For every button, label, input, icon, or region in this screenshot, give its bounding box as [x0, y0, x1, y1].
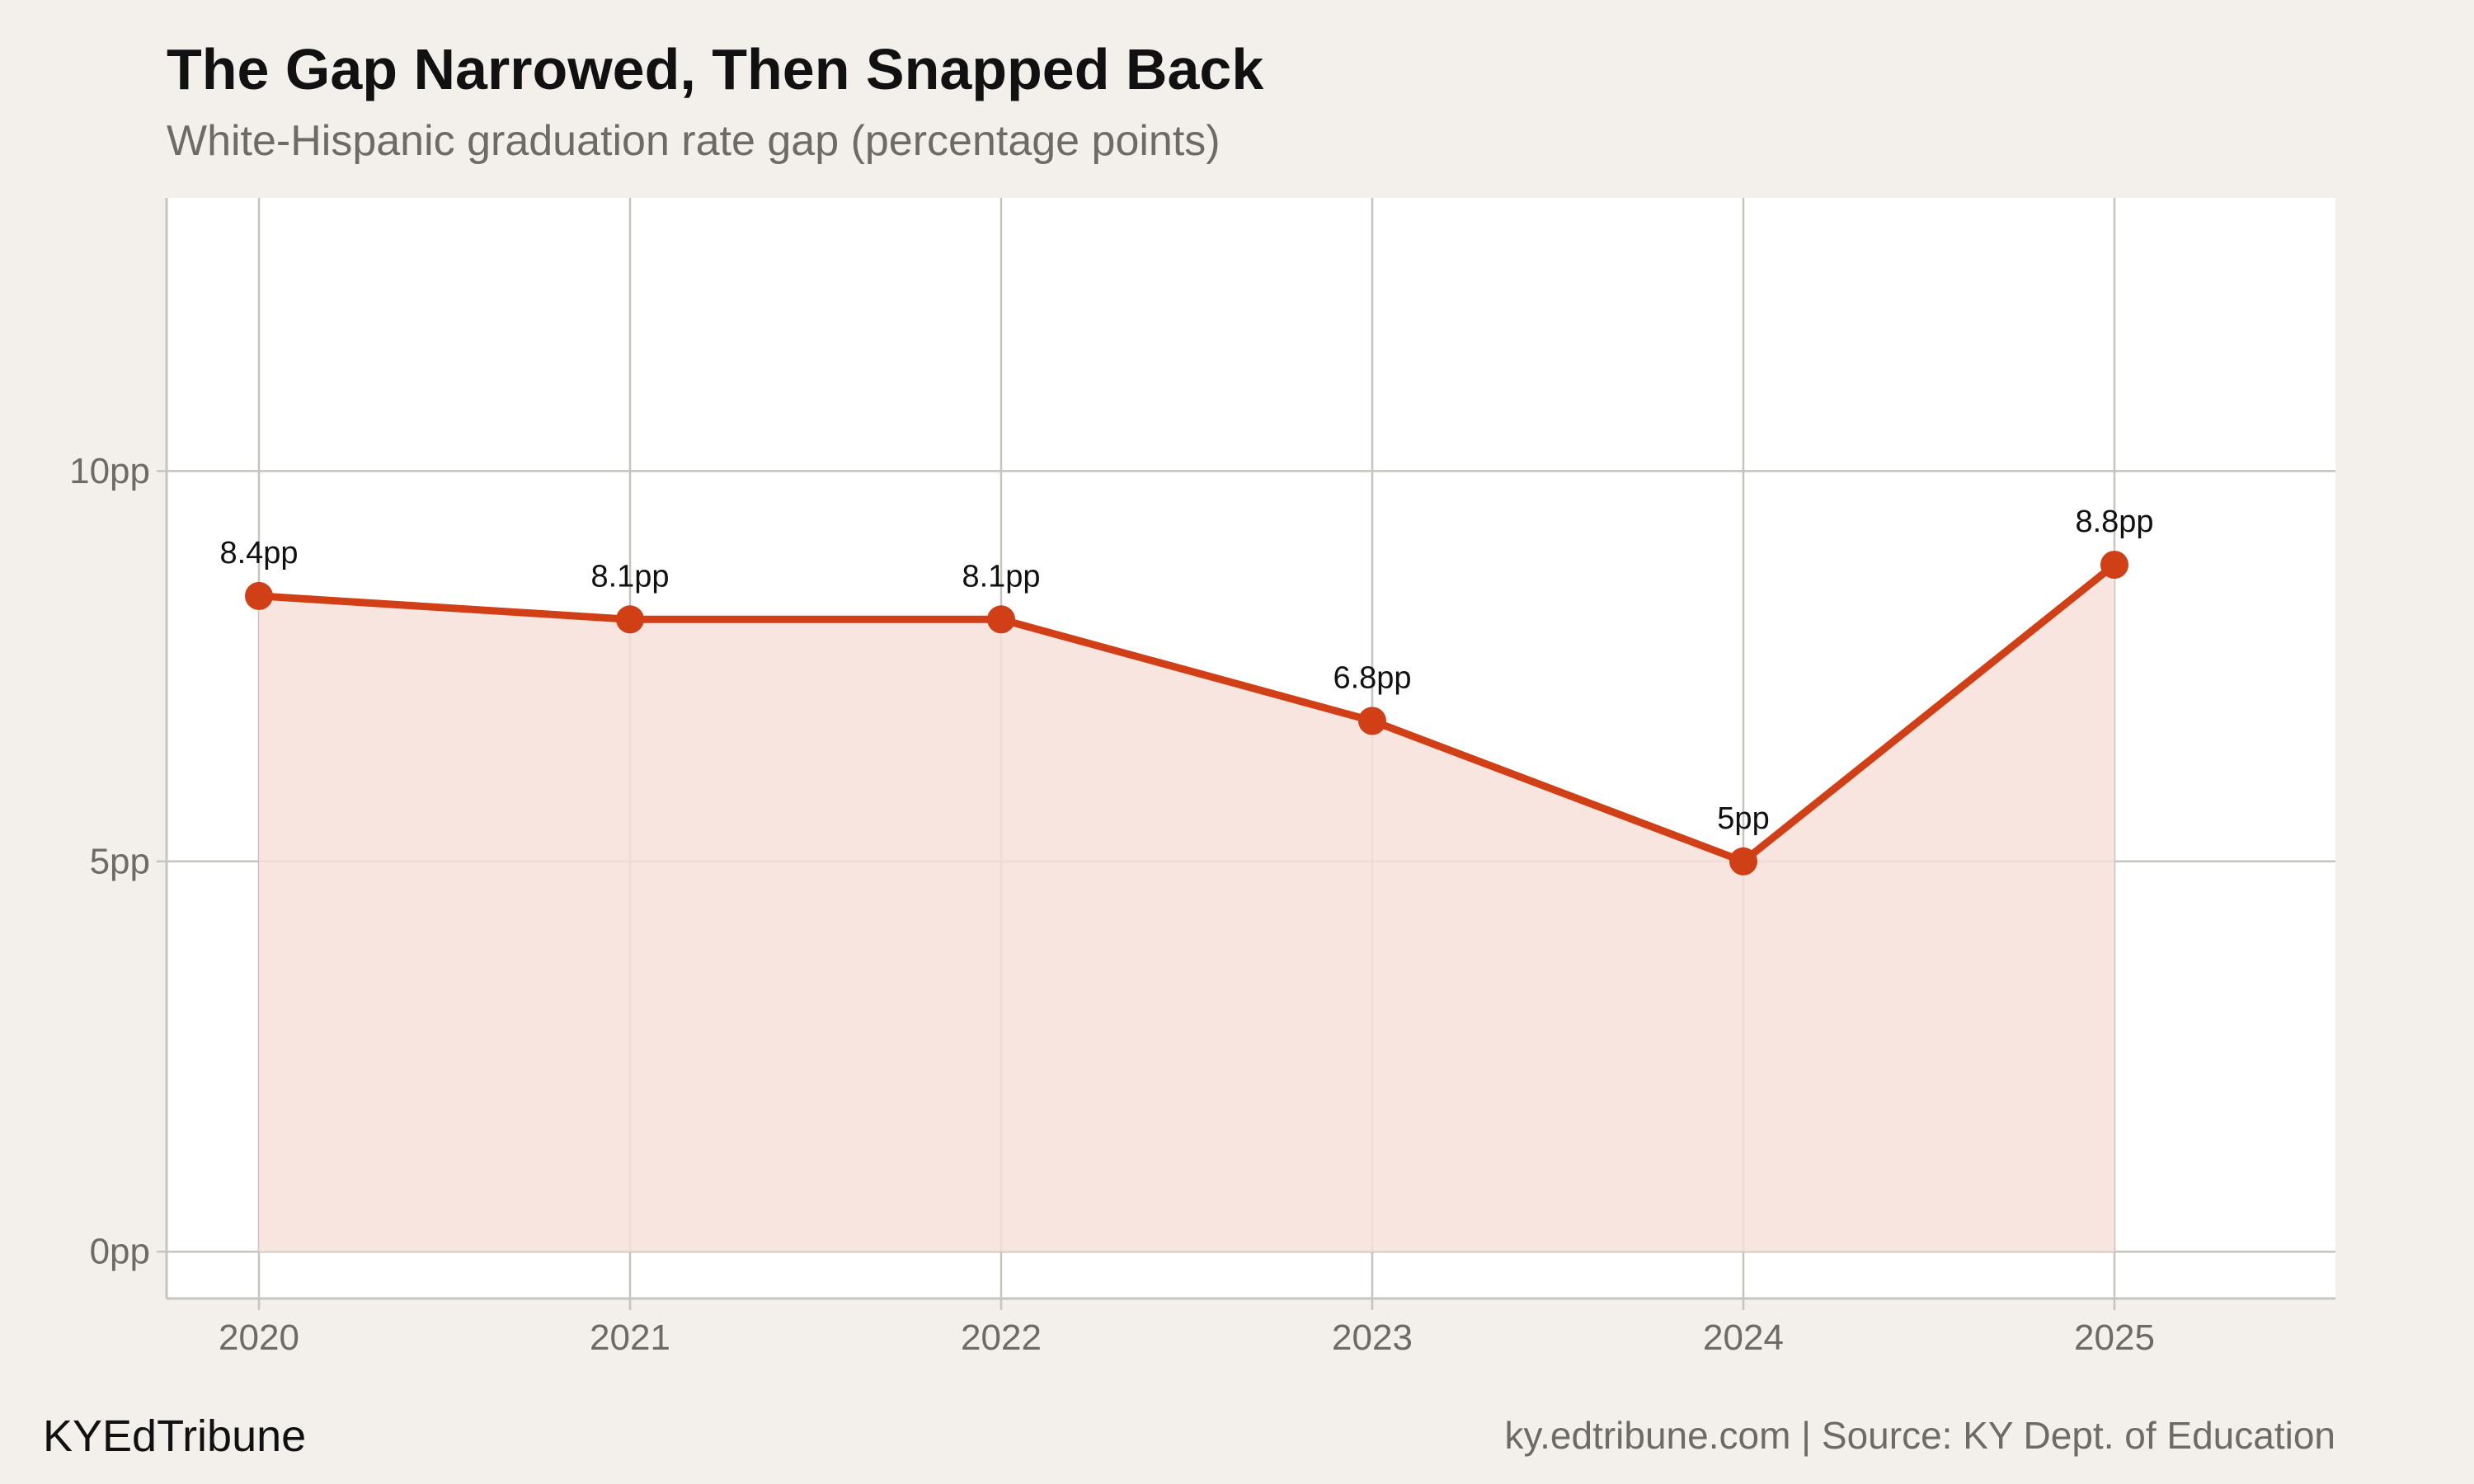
data-point [987, 605, 1015, 634]
chart-title: The Gap Narrowed, Then Snapped Back [167, 37, 1264, 101]
x-tick-label: 2021 [590, 1317, 670, 1358]
chart-subtitle: White-Hispanic graduation rate gap (perc… [167, 117, 1221, 165]
x-tick-label: 2025 [2074, 1317, 2155, 1358]
y-tick-label: 10pp [69, 451, 150, 491]
axes: 0pp 5pp 10pp 2020 2021 2022 2023 2024 2025 [69, 198, 2335, 1358]
data-point [616, 605, 644, 634]
data-point [245, 581, 273, 610]
data-label: 8.4pp [219, 536, 298, 571]
x-tick-label: 2022 [961, 1317, 1042, 1358]
y-tick-label: 5pp [90, 841, 150, 881]
data-label: 5pp [1717, 801, 1769, 836]
series-line [255, 561, 2119, 866]
data-point [1729, 847, 1757, 876]
data-label: 6.8pp [1333, 660, 1411, 695]
x-tick-label: 2020 [219, 1317, 299, 1358]
brand-name: KYEdTribune [43, 1411, 307, 1461]
source-credit: ky.edtribune.com | Source: KY Dept. of E… [1504, 1414, 2335, 1457]
y-tick-label: 0pp [90, 1232, 150, 1272]
data-label: 8.1pp [962, 559, 1040, 594]
data-point [1358, 707, 1386, 735]
x-tick-label: 2024 [1703, 1317, 1784, 1358]
area-fill [259, 565, 2114, 1252]
data-point [2100, 551, 2128, 579]
data-label: 8.8pp [2075, 505, 2153, 539]
series-layer: 8.4pp 8.1pp 8.1pp 6.8pp 5pp 8.8pp [219, 505, 2154, 1252]
x-tick-label: 2023 [1332, 1317, 1413, 1358]
data-label: 8.1pp [590, 559, 669, 594]
